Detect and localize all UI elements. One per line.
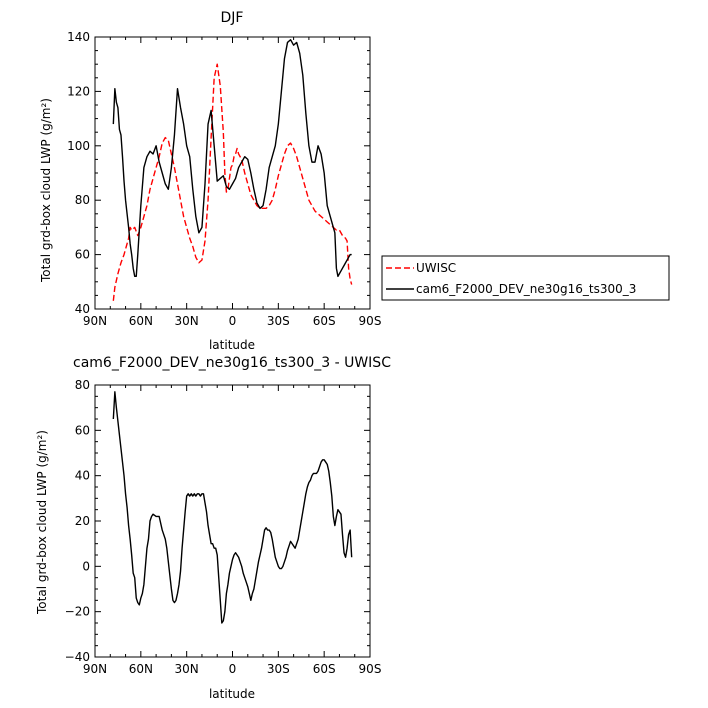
top-x-axis-label: latitude (209, 338, 255, 352)
top-y-axis-label: Total grd-box cloud LWP (g/m²) (39, 98, 53, 283)
x-tick-label: 30S (267, 662, 290, 676)
y-tick-label: 140 (67, 30, 90, 44)
bottom-y-axis-label: Total grd-box cloud LWP (g/m²) (35, 430, 49, 615)
legend-box (381, 255, 670, 301)
y-tick-label: −20 (65, 605, 90, 619)
y-tick-label: 60 (75, 423, 90, 437)
legend-label-0: UWISC (416, 261, 456, 275)
y-tick-label: 40 (75, 302, 90, 316)
series-line-0 (112, 391, 353, 624)
y-tick-label: 40 (75, 469, 90, 483)
bottom-x-axis-label: latitude (209, 687, 255, 701)
series-line-0 (112, 63, 353, 301)
x-tick-label: 30N (175, 314, 199, 328)
y-tick-label: 60 (75, 248, 90, 262)
x-tick-label: 30S (267, 314, 290, 328)
bottom-plot-area: 90N 60N 30N 0 30S 60S 90S −40 −20 0 20 40 60 80 (65, 378, 382, 676)
bottom-panel: cam6_F2000_DEV_ne30g16_ts300_3 - UWISC 9… (35, 355, 391, 701)
series-line-1 (112, 39, 352, 278)
top-panel-title: DJF (221, 10, 244, 26)
x-tick-label: 60N (129, 662, 153, 676)
x-tick-label: 0 (229, 662, 237, 676)
plot-frame (94, 384, 371, 658)
bottom-panel-title: cam6_F2000_DEV_ne30g16_ts300_3 - UWISC (73, 355, 391, 371)
y-tick-label: −40 (65, 650, 90, 664)
legend-label-1: cam6_F2000_DEV_ne30g16_ts300_3 (416, 282, 636, 296)
y-tick-label: 80 (75, 193, 90, 207)
y-tick-label: 20 (75, 514, 90, 528)
x-tick-label: 60S (313, 314, 336, 328)
y-tick-label: 100 (67, 139, 90, 153)
x-tick-label: 90S (359, 314, 382, 328)
x-tick-label: 90N (83, 314, 107, 328)
x-tick-label: 0 (229, 314, 237, 328)
y-tick-label: 120 (67, 84, 90, 98)
x-tick-label: 60S (313, 662, 336, 676)
top-panel: DJF 90N 60N 30N 0 30S 60S 90S 40 60 80 100 120 140 T… (39, 10, 670, 352)
x-tick-label: 60N (129, 314, 153, 328)
top-plot-area: 90N 60N 30N 0 30S 60S 90S 40 60 80 100 120 140 (67, 30, 381, 328)
x-tick-label: 90S (359, 662, 382, 676)
y-tick-label: 0 (82, 559, 90, 573)
y-tick-label: 80 (75, 378, 90, 392)
x-tick-label: 90N (83, 662, 107, 676)
x-tick-label: 30N (175, 662, 199, 676)
legend: UWISC cam6_F2000_DEV_ne30g16_ts300_3 (381, 255, 670, 301)
